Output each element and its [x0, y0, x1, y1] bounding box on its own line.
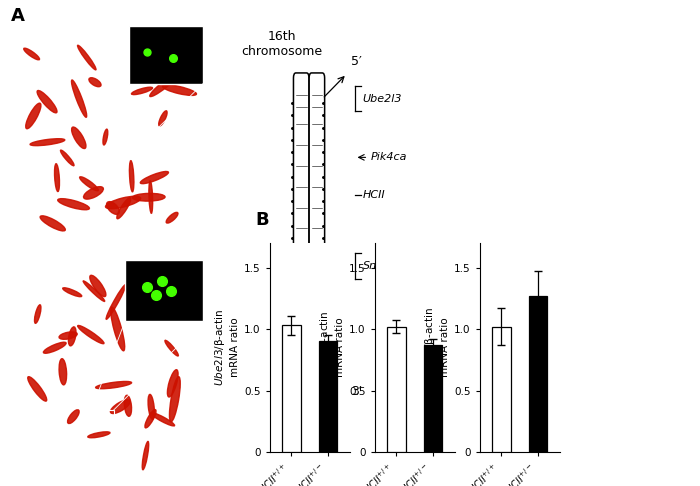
Ellipse shape	[111, 400, 130, 414]
Ellipse shape	[106, 196, 141, 208]
Ellipse shape	[67, 410, 79, 423]
Text: B: B	[256, 211, 269, 229]
Ellipse shape	[159, 111, 167, 126]
Ellipse shape	[150, 413, 174, 426]
Ellipse shape	[43, 342, 66, 353]
Ellipse shape	[127, 268, 143, 295]
Ellipse shape	[142, 441, 148, 470]
Ellipse shape	[78, 326, 104, 344]
Ellipse shape	[111, 307, 125, 351]
Ellipse shape	[28, 377, 47, 401]
Bar	[92, 410, 114, 428]
Ellipse shape	[130, 161, 134, 192]
Ellipse shape	[149, 181, 153, 213]
Ellipse shape	[162, 85, 197, 95]
Ellipse shape	[60, 150, 74, 166]
Ellipse shape	[37, 90, 57, 113]
Text: 5′: 5′	[351, 55, 362, 68]
Ellipse shape	[106, 202, 120, 214]
Bar	[424, 345, 442, 452]
Bar	[387, 327, 405, 452]
Ellipse shape	[40, 216, 65, 231]
Ellipse shape	[34, 305, 41, 323]
Ellipse shape	[169, 377, 181, 422]
Bar	[319, 341, 337, 452]
Ellipse shape	[55, 164, 60, 191]
Ellipse shape	[63, 288, 82, 296]
Ellipse shape	[24, 48, 39, 60]
Ellipse shape	[71, 80, 87, 117]
Ellipse shape	[148, 394, 155, 419]
Ellipse shape	[103, 129, 108, 145]
Ellipse shape	[69, 327, 76, 346]
Text: $HCII^{+/-}$ male: $HCII^{+/-}$ male	[27, 29, 97, 42]
Bar	[125, 260, 203, 322]
Text: HCII: HCII	[363, 190, 385, 200]
Ellipse shape	[132, 87, 153, 95]
Ellipse shape	[150, 60, 159, 76]
Ellipse shape	[57, 199, 90, 210]
FancyBboxPatch shape	[295, 297, 307, 331]
Ellipse shape	[96, 382, 132, 389]
Ellipse shape	[90, 275, 106, 296]
Bar	[129, 26, 203, 84]
Ellipse shape	[59, 332, 77, 339]
Text: 16th
chromosome: 16th chromosome	[241, 30, 323, 58]
Ellipse shape	[145, 410, 156, 428]
Ellipse shape	[140, 172, 169, 184]
Y-axis label: $\it{Snap29}$/β-actin
mRNA ratio: $\it{Snap29}$/β-actin mRNA ratio	[424, 308, 449, 387]
Text: 3′: 3′	[351, 385, 361, 398]
Bar	[492, 327, 510, 452]
Ellipse shape	[30, 139, 65, 146]
Ellipse shape	[165, 340, 178, 356]
Text: Snap29: Snap29	[363, 261, 405, 271]
Ellipse shape	[71, 127, 86, 149]
FancyBboxPatch shape	[311, 297, 323, 331]
Text: Ube2l3: Ube2l3	[363, 94, 402, 104]
Ellipse shape	[83, 281, 105, 301]
Text: Pik4ca: Pik4ca	[370, 153, 407, 162]
Ellipse shape	[166, 212, 178, 223]
Ellipse shape	[117, 198, 131, 219]
Ellipse shape	[80, 177, 98, 191]
Ellipse shape	[132, 193, 165, 201]
Bar	[282, 325, 300, 452]
Ellipse shape	[89, 78, 101, 87]
Y-axis label: $\it{Pik4ca}$/β-actin
mRNA ratio: $\it{Pik4ca}$/β-actin mRNA ratio	[318, 310, 344, 385]
Bar	[529, 296, 547, 452]
FancyBboxPatch shape	[309, 73, 325, 392]
FancyBboxPatch shape	[293, 73, 309, 392]
Ellipse shape	[167, 370, 178, 397]
Bar	[99, 168, 118, 183]
Ellipse shape	[150, 73, 178, 97]
Text: A: A	[10, 7, 25, 25]
Ellipse shape	[106, 285, 126, 319]
Text: $HCII^{+/-}$ female: $HCII^{+/-}$ female	[27, 262, 107, 276]
Ellipse shape	[83, 187, 104, 199]
Ellipse shape	[125, 395, 132, 417]
Ellipse shape	[78, 45, 96, 70]
Ellipse shape	[26, 103, 41, 129]
Ellipse shape	[59, 359, 66, 385]
Y-axis label: $\it{Ube2l3}$/β-actin
mRNA ratio: $\it{Ube2l3}$/β-actin mRNA ratio	[214, 309, 239, 386]
Ellipse shape	[88, 432, 110, 438]
